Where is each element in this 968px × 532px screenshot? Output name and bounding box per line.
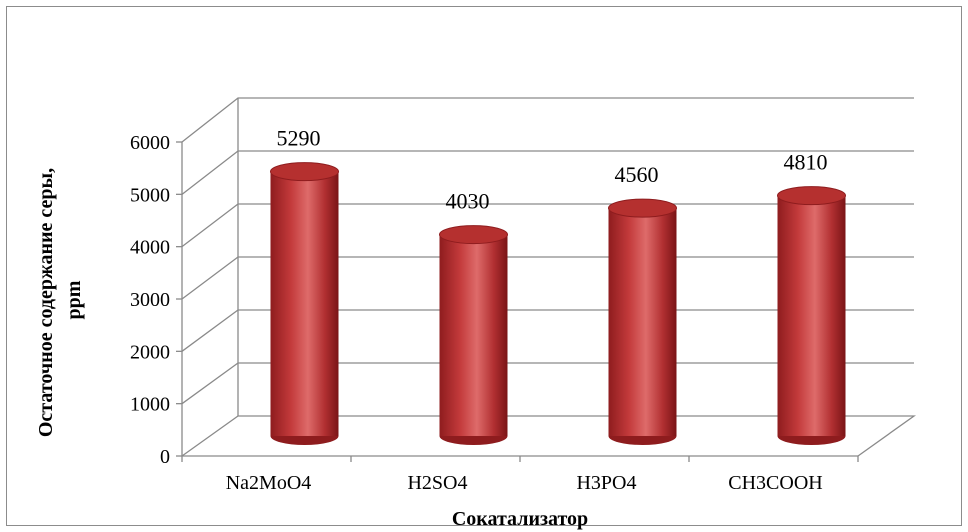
y-axis-title: Остаточное содержание серы, ppm [35, 163, 85, 437]
bar-top [608, 198, 677, 218]
floor-outline [181, 415, 917, 457]
y-tick-label: 1000 [130, 394, 170, 416]
bar [608, 198, 677, 445]
x-tick-label: CH3COOH [728, 472, 822, 494]
x-tick-label: H3PO4 [576, 472, 636, 494]
bar-body [608, 208, 677, 436]
y-tick-label: 2000 [130, 341, 170, 363]
bar-top [270, 162, 339, 182]
y-tick-label: 3000 [130, 289, 170, 311]
axes [176, 141, 859, 462]
bar [777, 186, 846, 445]
y-tick-label: 0 [160, 446, 170, 468]
y-tick-label: 6000 [130, 132, 170, 154]
gridline [181, 256, 914, 300]
bar [270, 162, 339, 445]
y-axis-title-line-1: Остаточное содержание серы, [35, 168, 57, 437]
bar-body [439, 234, 508, 436]
bar-top [439, 225, 508, 245]
gridlines [181, 97, 914, 405]
y-tick-label: 5000 [130, 184, 170, 206]
x-tick-label: Na2MoO4 [226, 472, 312, 494]
bar-body [777, 195, 846, 436]
data-label: 4810 [784, 150, 828, 175]
bar-body [270, 171, 339, 436]
gridline [181, 150, 914, 195]
bars [270, 162, 846, 445]
data-labels: 5290 4030 4560 4810 [277, 126, 828, 214]
gridline [181, 97, 914, 143]
x-axis-title: Сокатализатор [452, 508, 588, 530]
gridline [181, 309, 914, 352]
y-tick-label: 4000 [130, 237, 170, 259]
data-label: 4560 [615, 162, 659, 187]
bar [439, 225, 508, 445]
gridline [181, 203, 914, 248]
bar-top [777, 186, 846, 206]
x-tick-labels: Na2MoO4 H2SO4 H3PO4 CH3COOH [226, 472, 823, 494]
data-label: 4030 [446, 189, 490, 214]
x-tick-label: H2SO4 [407, 472, 467, 494]
data-label: 5290 [277, 126, 321, 151]
gridline [181, 362, 914, 405]
y-axis-title-line-2: ppm [63, 280, 85, 319]
y-tick-labels: 0 1000 2000 3000 4000 5000 6000 [130, 132, 170, 468]
